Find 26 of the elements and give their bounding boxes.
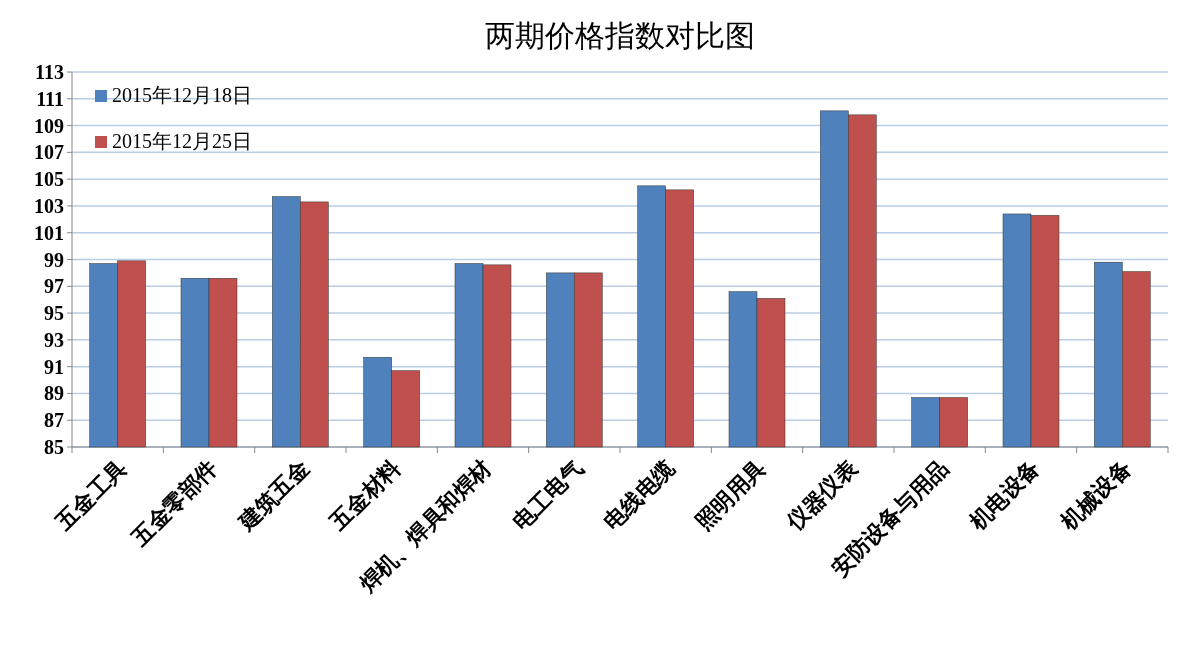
y-tick-label: 113 (35, 61, 64, 83)
x-tick-label: 机械设备 (1055, 454, 1136, 536)
y-tick-label: 89 (44, 382, 64, 405)
y-tick-label: 107 (34, 141, 64, 164)
x-tick-label: 建筑五金 (232, 454, 314, 537)
legend-label: 2015年12月25日 (112, 130, 252, 152)
y-tick-label: 93 (44, 328, 64, 351)
x-tick-label: 电工电气 (507, 454, 588, 535)
y-tick-label: 111 (36, 87, 64, 110)
chart-title: 两期价格指数对比图 (485, 19, 755, 52)
legend-label: 2015年12月18日 (112, 84, 252, 106)
x-tick-label: 机电设备 (963, 454, 1045, 536)
y-tick-label: 85 (44, 436, 64, 458)
x-tick-label: 五金材料 (324, 454, 406, 536)
y-tick-label: 103 (34, 194, 64, 217)
y-tick-label: 97 (44, 275, 64, 298)
y-tick-label: 91 (44, 355, 64, 378)
y-tick-label: 99 (44, 248, 64, 271)
x-tick-label: 仪器仪表 (781, 454, 862, 536)
y-tick-label: 105 (34, 168, 64, 191)
y-tick-label: 95 (44, 302, 64, 325)
x-tick-label: 照明用具 (690, 454, 771, 535)
y-tick-label: 101 (34, 221, 64, 244)
x-tick-label: 电线电缆 (599, 454, 680, 535)
y-tick-label: 109 (34, 114, 64, 137)
y-tick-label: 87 (44, 409, 64, 432)
